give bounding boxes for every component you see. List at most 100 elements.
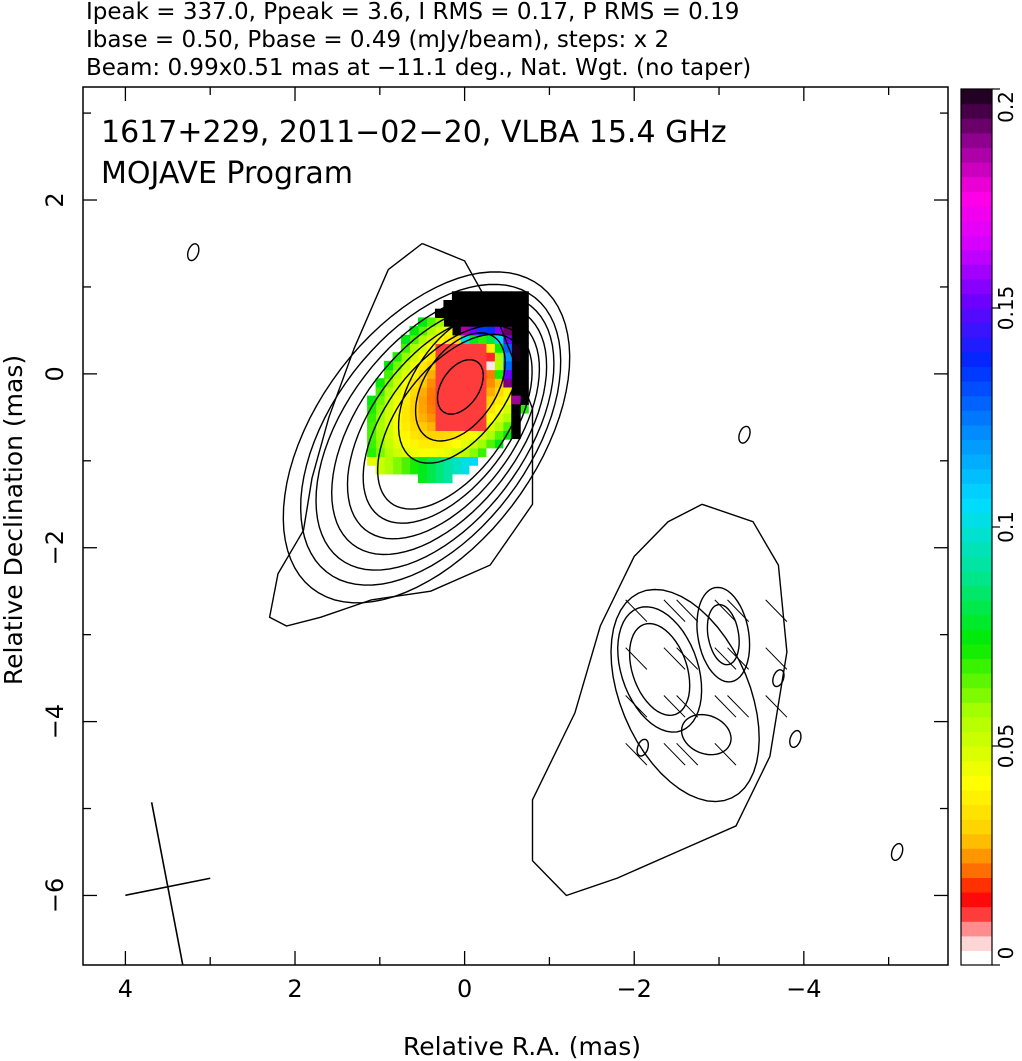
pol-pixel <box>451 326 461 336</box>
pol-pixel <box>519 360 529 371</box>
pol-pixel <box>451 395 461 405</box>
pol-pixel <box>417 456 428 466</box>
pol-pixel <box>468 343 478 353</box>
pol-pixel <box>494 291 504 301</box>
pol-pixel <box>502 421 512 431</box>
noise-contour <box>186 243 200 262</box>
pol-pixel <box>443 317 453 327</box>
pol-pixel <box>519 378 529 388</box>
contour-line <box>610 588 760 803</box>
pol-pixel <box>401 352 411 362</box>
axis-ticks: 4 2 0 −2 −4 2 0 −2 −4 −6 <box>41 87 948 1003</box>
beam-minor-axis <box>125 877 211 897</box>
pol-pixel <box>485 308 495 318</box>
pol-pixel <box>409 404 419 414</box>
pol-pixel <box>367 395 377 405</box>
pol-pixel <box>426 421 436 431</box>
contour-line <box>330 303 548 556</box>
hatch-mark <box>676 695 699 718</box>
program-label: MOJAVE Program <box>101 156 353 191</box>
pol-pixel <box>401 456 411 466</box>
pol-pixel <box>502 343 512 353</box>
colorbar-step <box>961 366 992 382</box>
colorbar-step <box>961 381 992 397</box>
y-tick-label: −6 <box>41 878 69 913</box>
hatch-mark <box>727 599 750 622</box>
pol-pixel <box>443 439 453 449</box>
pol-pixel <box>417 386 428 397</box>
pol-pixel <box>392 439 402 449</box>
pol-pixel <box>502 404 512 414</box>
pol-pixel <box>460 334 470 345</box>
colorbar-step <box>961 906 992 922</box>
colorbar-step <box>961 264 992 280</box>
pol-pixel <box>494 430 504 440</box>
pol-pixel <box>401 395 411 405</box>
pol-pixel <box>519 317 529 327</box>
pol-pixel <box>502 369 512 379</box>
pol-pixel <box>401 404 411 414</box>
pol-pixel <box>426 369 436 379</box>
colorbar-step <box>961 760 992 776</box>
pol-pixel <box>477 439 487 449</box>
pol-pixel <box>401 465 411 475</box>
colorbar-step <box>961 191 992 207</box>
pol-pixel <box>401 369 411 379</box>
pol-pixel <box>477 352 487 362</box>
pol-pixel <box>502 299 512 310</box>
pol-pixel <box>417 439 428 449</box>
colorbar-step <box>961 746 992 762</box>
colorbar-step <box>961 103 992 119</box>
pol-pixel <box>460 465 470 475</box>
contour-line <box>531 503 788 897</box>
pol-pixel <box>519 395 529 405</box>
pol-pixel <box>451 439 461 449</box>
colorbar-step <box>961 702 992 718</box>
colorbar-step <box>961 877 992 893</box>
hatch-mark <box>676 647 699 670</box>
pol-pixel <box>392 447 402 458</box>
pol-pixel <box>426 378 436 388</box>
y-axis-label: Relative Declination (mas) <box>0 355 28 685</box>
pol-pixel <box>477 395 487 405</box>
pol-pixel <box>426 386 436 397</box>
pol-pixel <box>384 447 394 458</box>
pol-pixel <box>502 317 512 327</box>
hatch-mark <box>727 695 750 718</box>
pol-pixel <box>409 360 419 371</box>
pol-pixel <box>443 421 453 431</box>
pol-pixel <box>485 352 495 362</box>
pol-pixel <box>519 299 529 310</box>
pol-pixel <box>468 369 478 379</box>
pol-pixel <box>434 439 445 449</box>
pol-pixel <box>485 421 495 431</box>
colorbar-step <box>961 337 992 353</box>
hatch-mark <box>765 599 788 622</box>
colorbar-step <box>961 541 992 557</box>
pol-pixel <box>375 421 385 431</box>
pol-pixel <box>519 404 529 414</box>
x-tick-label: 2 <box>287 975 302 1003</box>
contour-line <box>268 242 534 627</box>
colorbar-step <box>961 468 992 484</box>
y-tick-label: 2 <box>41 192 69 207</box>
colorbar-step <box>961 483 992 499</box>
hatch-mark <box>765 647 788 670</box>
pol-pixel <box>409 343 419 353</box>
contour-line <box>696 586 751 683</box>
hatch-mark <box>625 599 648 622</box>
hatch-mark <box>714 742 737 766</box>
colorbar-step <box>961 132 992 148</box>
pol-pixel <box>477 369 487 379</box>
pol-pixel <box>434 412 445 423</box>
pol-pixel <box>494 352 504 362</box>
pol-pixel <box>468 404 478 414</box>
pol-pixel <box>460 343 470 353</box>
colorbar-step <box>961 395 992 411</box>
pol-pixel <box>443 386 453 397</box>
pol-pixel <box>401 430 411 440</box>
pol-pixel <box>426 473 436 484</box>
colorbar-step <box>961 278 992 294</box>
pol-pixel <box>468 334 478 345</box>
pol-pixel <box>443 395 453 405</box>
